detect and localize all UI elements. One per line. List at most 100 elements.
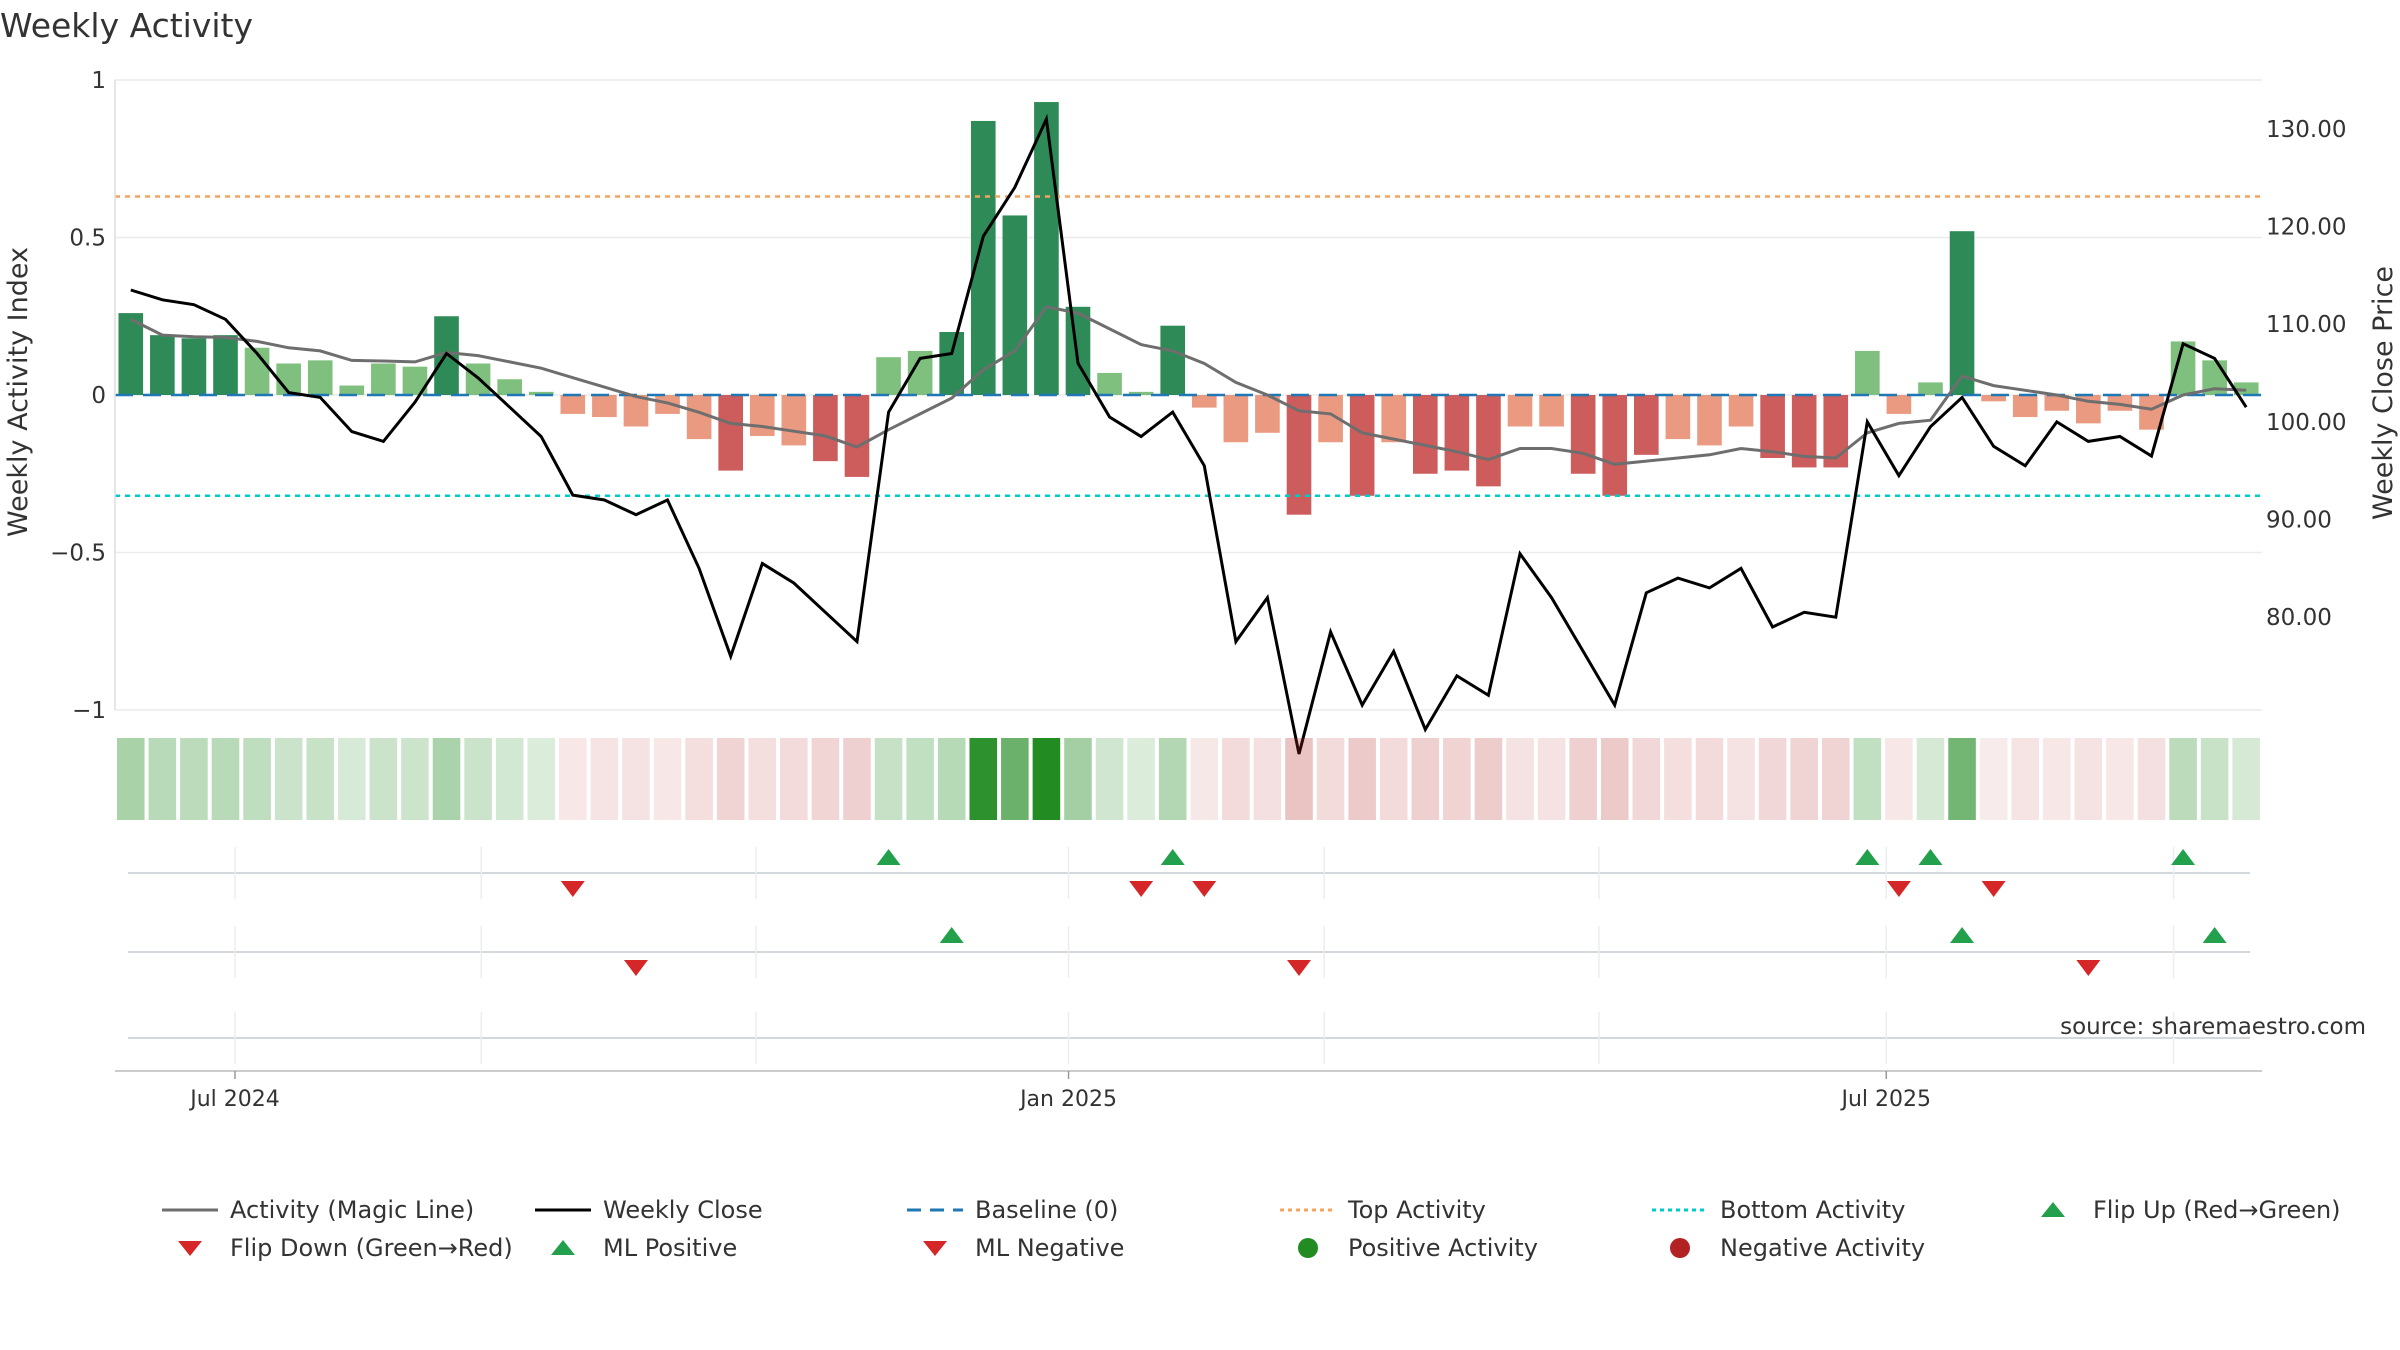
heat-cell-63 <box>2106 738 2134 820</box>
event-marker-rows <box>128 847 2250 1064</box>
y-left-tick-label-2: 0 <box>91 383 106 409</box>
heat-cell-10 <box>432 738 461 820</box>
legend-label-2: Baseline (0) <box>975 1196 1119 1224</box>
heat-cell-48 <box>1632 738 1661 820</box>
activity-bar-34 <box>1191 395 1217 408</box>
heat-cell-58 <box>1948 738 1976 820</box>
legend-symbol-3 <box>1280 1208 1336 1212</box>
flip_up-marker-2 <box>1855 849 1880 865</box>
weekly-close-series <box>130 113 2248 755</box>
legend-item-3: Top Activity <box>1278 1196 1486 1224</box>
heat-cell-11 <box>464 738 492 820</box>
heat-cell-66 <box>2200 738 2229 820</box>
y-right-tick-label-2: 110.00 <box>2266 312 2346 338</box>
activity-bar-45 <box>1539 395 1564 427</box>
heat-cell-64 <box>2137 738 2166 820</box>
flip_up-marker-3 <box>1918 849 1943 865</box>
activity-bar-35 <box>1223 395 1249 443</box>
heat-cell-20 <box>748 738 777 820</box>
activity-bar-42 <box>1444 395 1470 471</box>
y-right-tick-label-3: 100.00 <box>2266 410 2346 436</box>
activity-bar-29 <box>1034 102 1059 396</box>
heat-cell-55 <box>1853 738 1882 820</box>
heat-cell-7 <box>338 738 366 820</box>
legend-symbol-5 <box>2041 1202 2065 1217</box>
activity-bar-14 <box>560 395 586 414</box>
heat-cell-24 <box>874 738 903 820</box>
activity-bar-5 <box>276 363 301 395</box>
heat-cell-17 <box>653 738 682 820</box>
heat-cell-4 <box>243 738 271 820</box>
activity-bar-67 <box>2233 382 2259 395</box>
legend-symbol-6 <box>178 1241 202 1256</box>
heat-cell-46 <box>1569 738 1597 820</box>
activity-bars <box>118 102 2259 515</box>
legend-symbol-1 <box>535 1208 591 1212</box>
legend-label-10: Negative Activity <box>1720 1234 1926 1262</box>
legend-label-9: Positive Activity <box>1348 1234 1538 1262</box>
legend-symbol-9 <box>1298 1238 1318 1258</box>
activity-bar-44 <box>1507 395 1533 427</box>
legend-label-0: Activity (Magic Line) <box>230 1196 475 1224</box>
heat-cell-5 <box>274 738 303 820</box>
legend-item-8: ML Negative <box>905 1234 1124 1262</box>
activity-heat-strip <box>117 738 2260 820</box>
legend-symbol-8 <box>923 1241 947 1256</box>
heat-cell-8 <box>369 738 398 820</box>
heat-cell-2 <box>180 738 208 820</box>
flip_up-marker-0 <box>876 849 901 865</box>
flip_down-marker-0 <box>560 881 585 897</box>
legend-label-3: Top Activity <box>1348 1196 1486 1224</box>
legend-item-5: Flip Up (Red→Green) <box>2023 1196 2341 1224</box>
activity-bar-27 <box>970 120 996 395</box>
heat-cell-39 <box>1348 738 1376 820</box>
heat-cell-45 <box>1537 738 1566 820</box>
activity-bar-65 <box>2170 341 2196 395</box>
activity-bar-47 <box>1602 395 1628 496</box>
heat-cell-53 <box>1790 738 1818 820</box>
y-right-tick-label-5: 80.00 <box>2266 605 2332 631</box>
heat-cell-67 <box>2232 738 2260 820</box>
heat-cell-22 <box>811 738 840 820</box>
heat-cell-36 <box>1253 738 1282 820</box>
legend-item-6: Flip Down (Green→Red) <box>160 1234 513 1262</box>
heat-cell-23 <box>843 738 871 820</box>
legend-item-0: Activity (Magic Line) <box>160 1196 474 1224</box>
heat-cell-59 <box>1979 738 2008 820</box>
source-label: source: sharemaestro.com <box>2060 1014 2366 1040</box>
heat-cell-44 <box>1506 738 1534 820</box>
activity-bar-51 <box>1728 395 1754 427</box>
y-left-tick-label-3: −0.5 <box>50 541 106 567</box>
activity-bar-60 <box>2012 395 2038 418</box>
y-right-tick-label-0: 130.00 <box>2266 117 2346 143</box>
heat-cell-38 <box>1316 738 1345 820</box>
activity-bar-16 <box>623 395 649 427</box>
heat-cell-37 <box>1285 738 1313 820</box>
heat-cell-43 <box>1474 738 1503 820</box>
activity-bar-20 <box>749 395 775 436</box>
legend-item-4: Bottom Activity <box>1650 1196 1905 1224</box>
activity-bar-3 <box>213 335 238 395</box>
heat-cell-60 <box>2011 738 2039 820</box>
y-right-tick-label-1: 120.00 <box>2266 215 2346 241</box>
activity-bar-2 <box>181 338 207 395</box>
heat-cell-16 <box>622 738 650 820</box>
flip_down-marker-4 <box>1981 881 2006 897</box>
activity-bar-24 <box>876 357 901 395</box>
activity-bar-61 <box>2044 395 2070 411</box>
activity-bar-31 <box>1097 372 1122 395</box>
heat-cell-6 <box>306 738 335 820</box>
ml_positive-marker-2 <box>2202 927 2227 943</box>
heat-cell-54 <box>1821 738 1850 820</box>
legend-symbol-4 <box>1652 1208 1708 1212</box>
heat-cell-30 <box>1064 738 1092 820</box>
heat-cell-34 <box>1190 738 1219 820</box>
x-tick-label-0: Jul 2024 <box>188 1087 280 1112</box>
activity-bar-32 <box>1128 391 1154 395</box>
activity-bar-7 <box>339 385 365 395</box>
heat-cell-29 <box>1032 738 1061 820</box>
activity-bar-49 <box>1665 395 1691 440</box>
activity-bar-36 <box>1255 395 1280 433</box>
legend-label-8: ML Negative <box>975 1234 1125 1262</box>
